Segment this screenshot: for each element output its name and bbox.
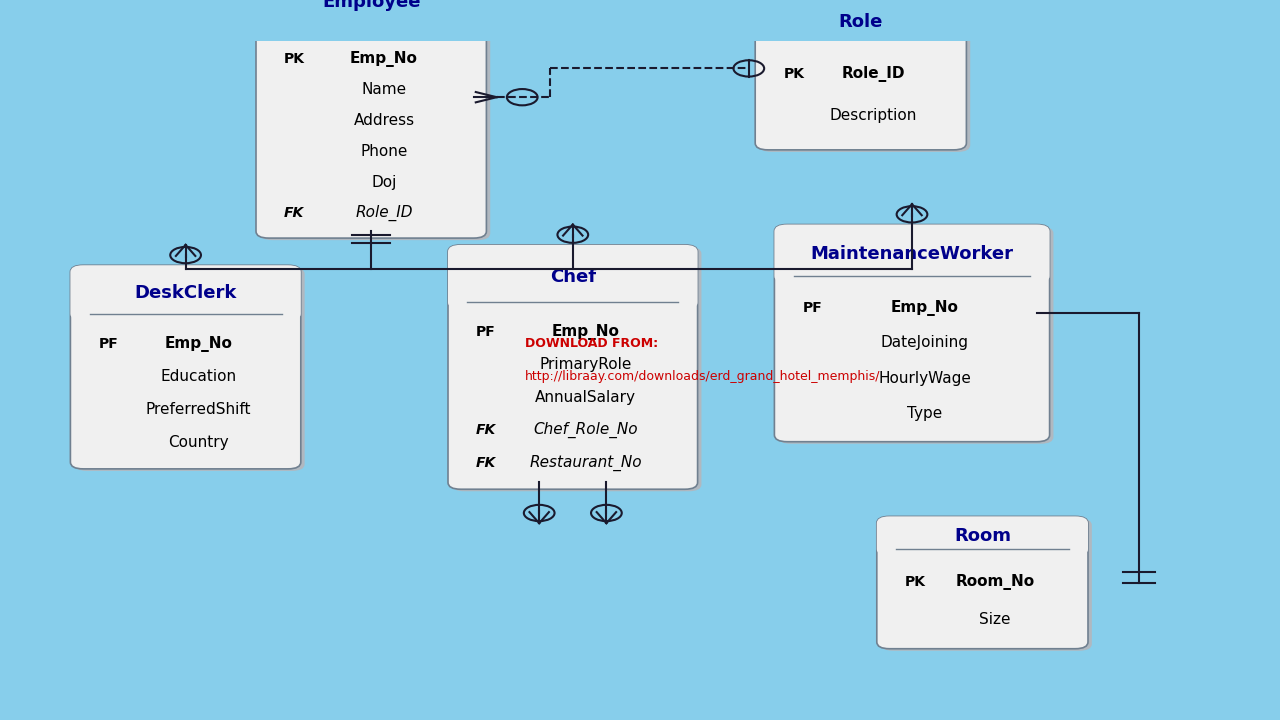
Text: PrimaryRole: PrimaryRole	[539, 357, 632, 372]
Text: Employee: Employee	[323, 0, 420, 11]
Text: Restaurant_No: Restaurant_No	[530, 455, 641, 471]
Text: AnnualSalary: AnnualSalary	[535, 390, 636, 405]
Text: PK: PK	[284, 52, 305, 66]
Text: Education: Education	[160, 369, 237, 384]
Text: DeskClerk: DeskClerk	[134, 284, 237, 302]
Text: Role: Role	[838, 13, 883, 31]
Text: Role_ID: Role_ID	[842, 66, 905, 81]
FancyBboxPatch shape	[778, 227, 1053, 444]
Text: HourlyWage: HourlyWage	[878, 371, 972, 386]
Text: PF: PF	[476, 325, 495, 339]
Text: Emp_No: Emp_No	[552, 324, 620, 340]
Text: Chef_Role_No: Chef_Role_No	[534, 422, 637, 438]
FancyBboxPatch shape	[70, 265, 301, 469]
FancyBboxPatch shape	[448, 245, 698, 309]
Text: Type: Type	[908, 406, 942, 421]
FancyBboxPatch shape	[759, 3, 970, 152]
Text: DateJoining: DateJoining	[881, 336, 969, 351]
Text: Address: Address	[353, 113, 415, 128]
Text: PreferredShift: PreferredShift	[146, 402, 251, 417]
Text: PF: PF	[99, 337, 118, 351]
Text: Country: Country	[168, 435, 229, 450]
FancyBboxPatch shape	[448, 245, 698, 489]
Text: http://libraay.com/downloads/erd_grand_hotel_memphis/: http://libraay.com/downloads/erd_grand_h…	[525, 371, 881, 384]
Text: FK: FK	[284, 207, 305, 220]
Text: Room: Room	[954, 527, 1011, 545]
Text: Phone: Phone	[360, 144, 408, 159]
Text: PF: PF	[803, 301, 822, 315]
FancyBboxPatch shape	[260, 0, 490, 240]
Text: Emp_No: Emp_No	[349, 50, 419, 66]
FancyBboxPatch shape	[774, 225, 1050, 283]
FancyBboxPatch shape	[774, 225, 1050, 441]
FancyBboxPatch shape	[877, 516, 1088, 649]
Text: Size: Size	[979, 611, 1011, 626]
Text: Description: Description	[829, 109, 918, 124]
FancyBboxPatch shape	[70, 265, 301, 320]
FancyBboxPatch shape	[755, 1, 966, 150]
FancyBboxPatch shape	[755, 1, 966, 44]
Text: MaintenanceWorker: MaintenanceWorker	[810, 245, 1014, 263]
Text: Chef: Chef	[549, 268, 596, 286]
FancyBboxPatch shape	[74, 267, 305, 471]
Text: FK: FK	[476, 423, 497, 437]
Text: PK: PK	[783, 67, 804, 81]
Text: Doj: Doj	[371, 175, 397, 190]
Text: Room_No: Room_No	[956, 574, 1034, 590]
Text: PK: PK	[905, 575, 925, 589]
Text: FK: FK	[476, 456, 497, 470]
FancyBboxPatch shape	[256, 0, 486, 37]
FancyBboxPatch shape	[452, 247, 701, 491]
Text: Role_ID: Role_ID	[356, 205, 412, 222]
Text: Emp_No: Emp_No	[164, 336, 233, 351]
FancyBboxPatch shape	[877, 516, 1088, 556]
FancyBboxPatch shape	[881, 518, 1092, 651]
FancyBboxPatch shape	[256, 0, 486, 238]
Text: DOWNLOAD FROM:: DOWNLOAD FROM:	[525, 336, 658, 349]
Text: Name: Name	[361, 82, 407, 97]
Text: Emp_No: Emp_No	[891, 300, 959, 315]
